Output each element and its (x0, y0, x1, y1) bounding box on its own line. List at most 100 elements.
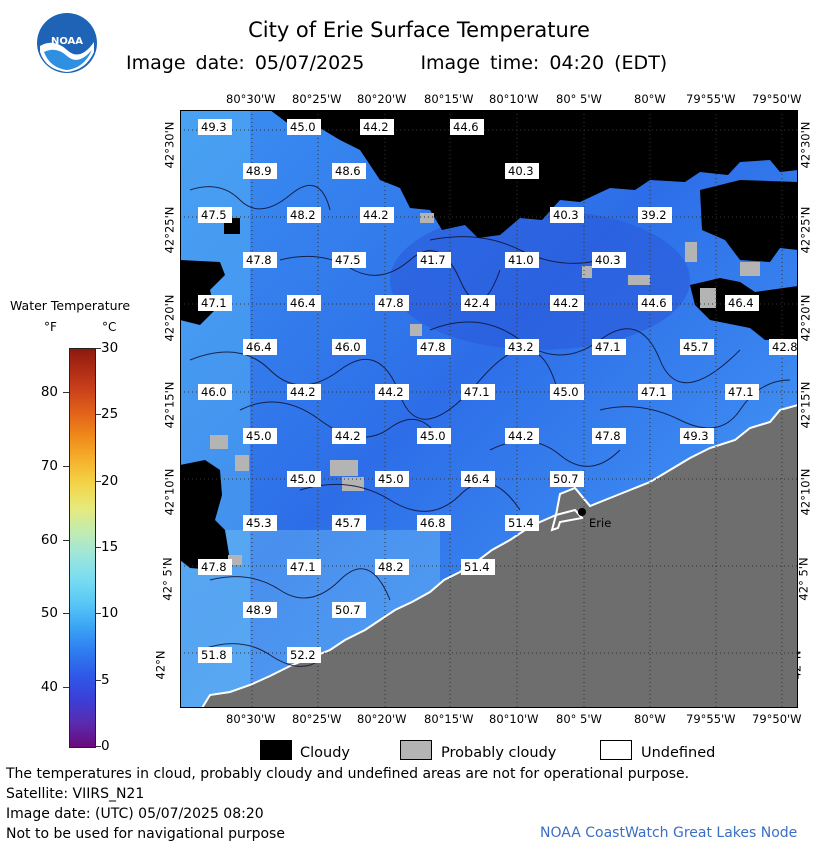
temperature-label: 48.9 (246, 164, 272, 178)
temperature-label-bg (461, 471, 495, 487)
temperature-label: 50.7 (553, 472, 579, 486)
temperature-label: 44.2 (553, 296, 579, 310)
lat-label: 42°30'N (162, 121, 177, 169)
temperature-label-bg (198, 384, 232, 400)
probably-cloudy-label: Probably cloudy (441, 745, 557, 761)
temperature-label-bg (243, 163, 277, 179)
temperature-label-bg (287, 647, 321, 663)
temperature-label: 45.0 (553, 385, 579, 399)
fahrenheit-tick-label: 80 (40, 384, 58, 401)
land-area (200, 403, 799, 709)
lon-label: 80°W (634, 92, 666, 106)
lon-label: 80°15'W (424, 92, 474, 106)
temperature-label: 46.8 (420, 516, 446, 530)
temperature-label-bg (550, 471, 584, 487)
celsius-tick-mark (95, 613, 101, 615)
lat-label: 42°20'N (162, 294, 177, 342)
temperature-label: 47.1 (464, 385, 490, 399)
temperature-label-bg (505, 515, 539, 531)
temperature-labels: 49.3 45.0 44.2 44.6 48.9 48.6 40.3 47.5 48.2 44.2… (198, 119, 803, 663)
temperature-label: 45.0 (378, 472, 404, 486)
temperature-label-bg (461, 295, 495, 311)
fahrenheit-tick-label: 70 (40, 457, 58, 474)
lon-label: 80°10'W (489, 712, 539, 726)
temperature-label-bg (505, 163, 539, 179)
fahrenheit-tick-mark (63, 687, 69, 689)
fahrenheit-tick-mark (63, 465, 69, 467)
temperature-label-bg (461, 559, 495, 575)
lon-label: 80°25'W (292, 92, 342, 106)
cloudy-swatch (260, 740, 292, 760)
fahrenheit-tick-mark (63, 392, 69, 394)
temperature-label: 47.1 (595, 340, 621, 354)
legend-title: Water Temperature (10, 298, 131, 313)
temperature-label-bg (243, 602, 277, 618)
celsius-tick-label: 15 (101, 539, 119, 555)
disclaimer-text: The temperatures in cloud, probably clou… (6, 766, 690, 782)
temperature-label: 51.8 (201, 648, 227, 662)
temperature-label-bg (360, 207, 394, 223)
map-svg: Erie 49.3 45.0 44.2 44.6 48.9 48.6 40.3 47.5 48.… (180, 110, 803, 709)
lon-label: 80°30'W (226, 92, 276, 106)
celsius-tick-mark (95, 480, 101, 482)
utc-date-text: Image date: (UTC) 05/07/2025 08:20 (6, 806, 264, 822)
temperature-label-bg (332, 339, 366, 355)
fahrenheit-tick-label: 40 (40, 679, 58, 696)
temperature-label: 41.0 (508, 253, 534, 267)
temperature-label-bg (450, 119, 484, 135)
celsius-tick-label: 25 (101, 406, 119, 423)
temperature-label: 46.0 (201, 385, 227, 399)
satellite-text: Satellite: VIIRS_N21 (6, 786, 145, 802)
lon-label: 80°W (634, 712, 666, 726)
lat-label: 42°25'N (798, 206, 813, 254)
temperature-label-bg (417, 252, 451, 268)
celsius-tick-label: 5 (101, 671, 110, 688)
temperature-label-bg (375, 384, 409, 400)
temperature-label: 45.0 (246, 429, 272, 443)
temperature-label: 42.8 (772, 340, 798, 354)
navigation-warning: Not to be used for navigational purpose (6, 826, 285, 842)
temperature-label: 45.7 (683, 340, 709, 354)
temperature-label: 48.2 (290, 208, 316, 222)
temperature-label-bg (287, 471, 321, 487)
temperature-label: 47.8 (420, 340, 446, 354)
temperature-label-bg (243, 428, 277, 444)
lon-label: 79°55'W (686, 92, 736, 106)
temperature-label: 47.5 (201, 208, 227, 222)
lon-label: 80°30'W (226, 712, 276, 726)
temperature-label-bg (505, 339, 539, 355)
undefined-swatch (600, 740, 632, 760)
celsius-tick-mark (95, 547, 101, 548)
temperature-label: 47.8 (378, 296, 404, 310)
lon-label: 79°50'W (752, 712, 802, 726)
temperature-label: 44.2 (508, 429, 534, 443)
image-datetime: Image date: 05/07/2025 Image time: 04:20… (126, 52, 667, 74)
noaa-logo: NOAA (36, 12, 98, 74)
temperature-label-bg (332, 163, 366, 179)
temperature-label-bg (592, 252, 626, 268)
temperature-label: 39.2 (641, 208, 667, 222)
temperature-label-bg (505, 428, 539, 444)
temperature-label: 48.6 (335, 164, 361, 178)
lon-label: 80°20'W (357, 712, 407, 726)
undefined-label: Undefined (641, 745, 716, 761)
temperature-label-bg (332, 428, 366, 444)
temperature-label-bg (198, 207, 232, 223)
celsius-tick-mark (95, 348, 101, 349)
lat-label: 42°15'N (162, 381, 177, 429)
lat-label: 42°10'N (798, 468, 813, 516)
lon-label: 80°25'W (292, 712, 342, 726)
credit-text: NOAA CoastWatch Great Lakes Node (540, 825, 798, 841)
city-label: Erie (589, 516, 611, 530)
temperature-label-bg (550, 295, 584, 311)
temperature-label: 47.1 (290, 560, 316, 574)
temperature-label: 47.5 (335, 253, 361, 267)
temperature-label-bg (769, 339, 803, 355)
temperature-label-bg (550, 207, 584, 223)
temperature-label-bg (725, 295, 759, 311)
temperature-label-bg (198, 647, 232, 663)
temperature-label: 46.0 (335, 340, 361, 354)
temperature-label-bg (243, 252, 277, 268)
temperature-label: 44.2 (363, 208, 389, 222)
temperature-label: 44.2 (363, 120, 389, 134)
